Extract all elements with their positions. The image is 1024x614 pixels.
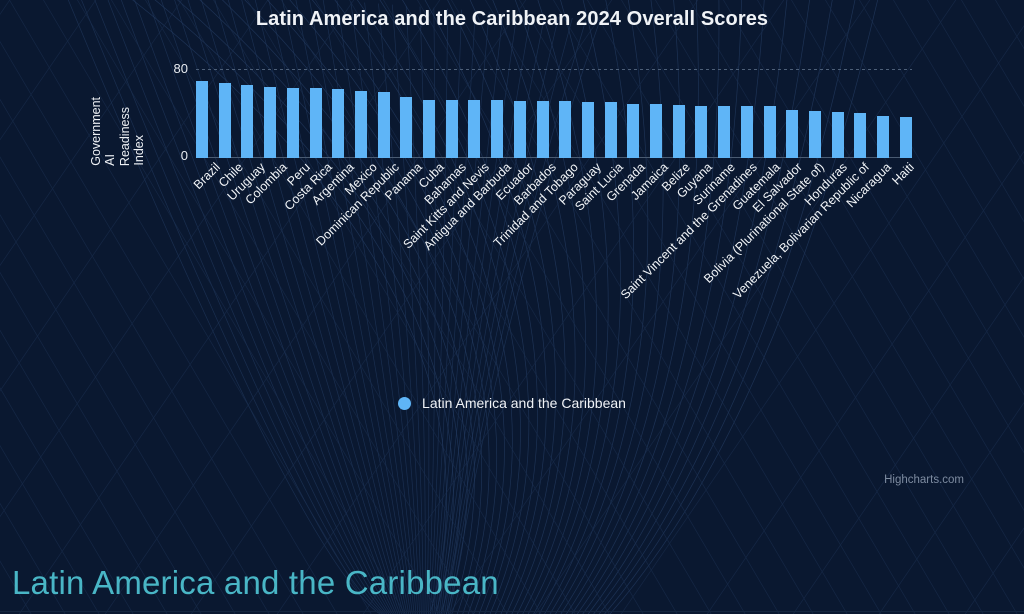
- circle-icon: [398, 396, 412, 410]
- bar[interactable]: [536, 100, 549, 158]
- bar[interactable]: [241, 84, 254, 158]
- bar[interactable]: [264, 86, 277, 158]
- bar[interactable]: [513, 100, 526, 158]
- y-axis-title-line: Index: [131, 135, 146, 166]
- y-axis-tick-80: 80: [173, 61, 188, 76]
- bar[interactable]: [854, 112, 867, 158]
- bar[interactable]: [309, 87, 322, 158]
- bar[interactable]: [740, 106, 753, 158]
- bar[interactable]: [218, 83, 231, 158]
- bar[interactable]: [196, 81, 208, 158]
- y-axis-title-line: AI: [103, 154, 118, 166]
- bar[interactable]: [899, 116, 912, 158]
- bar[interactable]: [445, 100, 458, 158]
- plot-area: [196, 68, 912, 158]
- highcharts-credit[interactable]: Highcharts.com: [884, 474, 964, 486]
- y-axis-title-line: Government: [89, 97, 104, 166]
- bar[interactable]: [286, 87, 299, 158]
- y-axis-tick-0: 0: [180, 148, 188, 163]
- legend-item-label: Latin America and the Caribbean: [422, 395, 626, 411]
- bar[interactable]: [877, 115, 890, 158]
- bar[interactable]: [423, 99, 436, 158]
- bar[interactable]: [763, 106, 776, 158]
- bar[interactable]: [491, 100, 504, 158]
- bar[interactable]: [695, 105, 708, 158]
- bar[interactable]: [377, 91, 390, 158]
- bar[interactable]: [468, 100, 481, 158]
- footer-banner: Latin America and the Caribbean: [0, 552, 1024, 614]
- page-title: Latin America and the Caribbean 2024 Ove…: [255, 8, 769, 30]
- bar[interactable]: [831, 111, 844, 158]
- bar[interactable]: [650, 103, 663, 158]
- footer-divider: [0, 611, 1024, 612]
- bar[interactable]: [581, 101, 594, 158]
- legend[interactable]: Latin America and the Caribbean: [0, 395, 1024, 411]
- bar[interactable]: [718, 106, 731, 158]
- bar[interactable]: [672, 105, 685, 158]
- bar[interactable]: [627, 103, 640, 158]
- bar[interactable]: [559, 100, 572, 158]
- gridline-80: [196, 69, 912, 70]
- y-axis-title-line: Readiness: [117, 106, 132, 166]
- bar[interactable]: [786, 109, 799, 158]
- footer-title: Latin America and the Caribbean: [12, 564, 499, 601]
- bar[interactable]: [332, 89, 345, 158]
- bar[interactable]: [354, 90, 367, 158]
- bar[interactable]: [400, 97, 413, 158]
- bar[interactable]: [604, 101, 617, 158]
- x-axis-baseline: [196, 157, 912, 158]
- x-axis-label: Haiti: [889, 160, 917, 188]
- bar-series: [196, 69, 912, 158]
- bar[interactable]: [808, 110, 821, 158]
